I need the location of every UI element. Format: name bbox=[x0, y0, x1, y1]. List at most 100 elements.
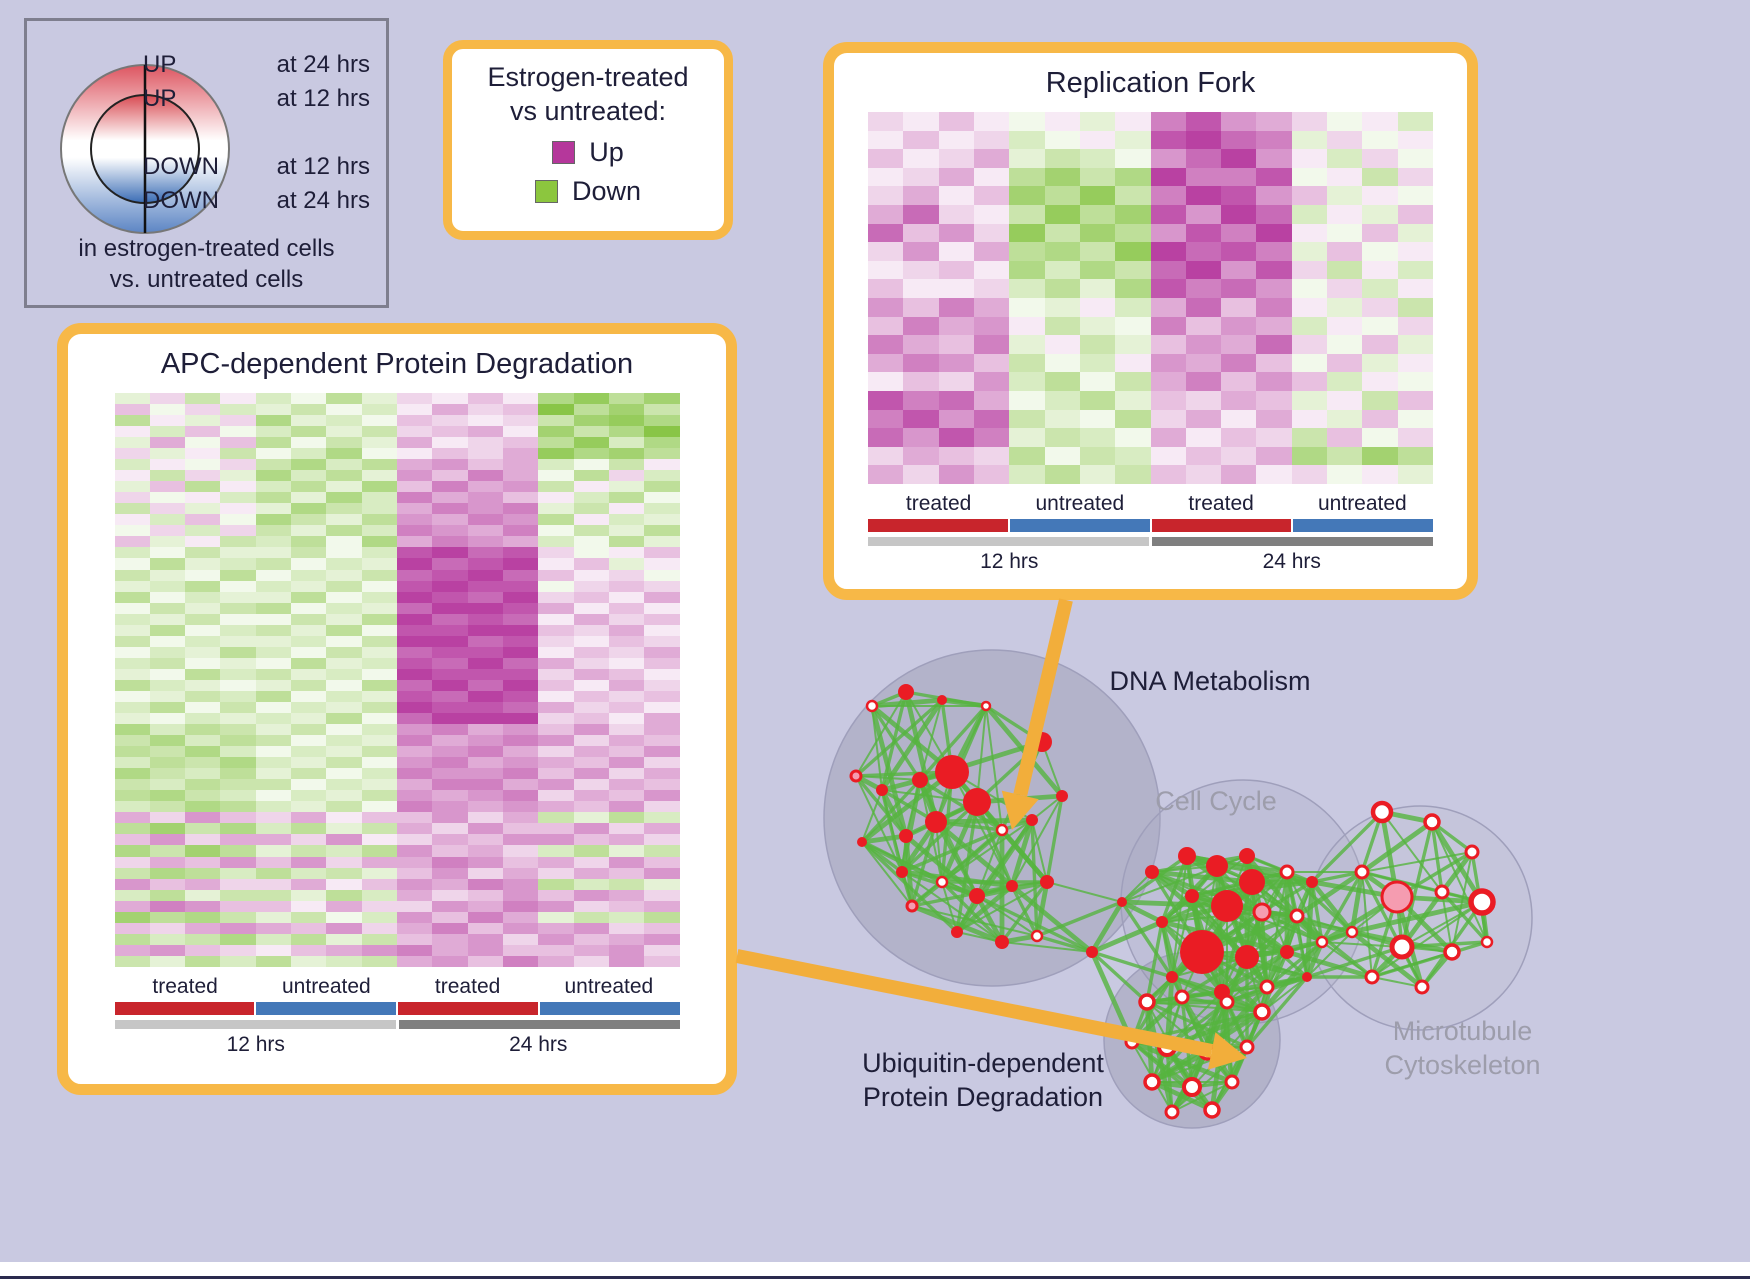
heatmap-cell bbox=[291, 911, 327, 923]
heatmap-cell bbox=[149, 470, 186, 482]
heatmap-cell bbox=[502, 878, 539, 890]
heatmap-cell bbox=[291, 790, 327, 802]
legend-item-up: Up bbox=[452, 137, 724, 168]
heatmap-cell bbox=[220, 933, 256, 945]
heatmap-cell bbox=[973, 465, 1010, 484]
heatmap-cell bbox=[361, 955, 397, 967]
heatmap-cell bbox=[361, 580, 397, 592]
network-node bbox=[1302, 972, 1312, 982]
heatmap-cell bbox=[608, 790, 645, 802]
rf-group-treated-12: treated bbox=[905, 492, 972, 515]
heatmap-cell bbox=[149, 768, 186, 780]
heatmap-cell bbox=[255, 646, 292, 658]
heatmap-cell bbox=[573, 635, 609, 647]
network-edge bbox=[956, 931, 1003, 943]
network-edge bbox=[899, 779, 923, 873]
network-node bbox=[951, 926, 963, 938]
heatmap-cell bbox=[502, 547, 539, 559]
heatmap-cell bbox=[326, 944, 362, 956]
heatmap-cell bbox=[361, 812, 397, 824]
heatmap-cell bbox=[467, 404, 503, 416]
heatmap-cell bbox=[573, 955, 609, 967]
heatmap-cell bbox=[432, 613, 468, 625]
heatmap-cell bbox=[573, 790, 609, 802]
network-edge bbox=[1360, 820, 1434, 874]
heatmap-cell bbox=[868, 446, 904, 466]
heatmap-cell bbox=[361, 933, 397, 945]
heatmap-cell bbox=[255, 723, 292, 736]
heatmap-cell bbox=[1044, 372, 1080, 391]
heatmap-cell bbox=[608, 911, 645, 923]
network-node bbox=[905, 899, 919, 913]
heatmap-cell bbox=[1079, 297, 1116, 317]
heatmap-cell bbox=[185, 834, 221, 846]
heatmap-cell bbox=[538, 613, 574, 625]
heatmap-cell bbox=[432, 933, 468, 945]
heatmap-cell bbox=[538, 393, 574, 405]
network-edge bbox=[1351, 899, 1483, 935]
heatmap-cell bbox=[397, 779, 433, 791]
heatmap-cell bbox=[361, 459, 397, 471]
heatmap-cell bbox=[326, 955, 362, 967]
heatmap-cell bbox=[220, 723, 256, 736]
heatmap-cell bbox=[1362, 130, 1398, 150]
heatmap-cell bbox=[1362, 167, 1398, 187]
network-edge bbox=[911, 903, 1003, 945]
heatmap-cell bbox=[361, 624, 397, 636]
heatmap-cell bbox=[255, 679, 292, 691]
network-edge bbox=[1371, 976, 1423, 988]
heatmap-cell bbox=[1221, 372, 1257, 391]
heatmap-cell bbox=[538, 569, 574, 581]
heatmap-cell bbox=[397, 646, 433, 658]
network-node bbox=[1143, 1073, 1161, 1091]
heatmap-cell bbox=[1150, 372, 1186, 391]
network-edge bbox=[1295, 870, 1364, 918]
heatmap-cell bbox=[973, 297, 1010, 317]
heatmap-cell bbox=[220, 415, 256, 427]
heatmap-cell bbox=[538, 900, 574, 912]
apc-group-treated-12: treated bbox=[152, 975, 218, 998]
heatmap-cell bbox=[220, 779, 256, 791]
heatmap-cell bbox=[185, 404, 221, 416]
heatmap-cell bbox=[114, 757, 150, 769]
heatmap-cell bbox=[255, 481, 292, 493]
heatmap-cell bbox=[185, 723, 221, 736]
heatmap-cell bbox=[538, 867, 574, 879]
heatmap-cell bbox=[1185, 428, 1222, 447]
network-edge bbox=[1121, 854, 1188, 904]
heatmap-cell bbox=[255, 448, 292, 460]
heatmap-cell bbox=[1362, 112, 1398, 131]
heatmap-cell bbox=[326, 503, 362, 515]
heatmap-cell bbox=[1256, 279, 1292, 298]
down-label: Down bbox=[571, 175, 642, 206]
network-node bbox=[1086, 946, 1098, 958]
heatmap-cell bbox=[644, 668, 680, 680]
heatmap-cell bbox=[114, 415, 150, 427]
heatmap-cell bbox=[973, 204, 1010, 224]
heatmap-cell bbox=[397, 790, 433, 802]
heatmap-cell bbox=[608, 668, 645, 680]
heatmap-cell bbox=[644, 812, 680, 824]
heatmap-cell bbox=[1327, 297, 1363, 317]
heatmap-cell bbox=[149, 426, 186, 438]
heatmap-cell bbox=[432, 911, 468, 923]
heatmap-cell bbox=[644, 426, 680, 438]
heatmap-cell bbox=[1362, 316, 1398, 336]
heatmap-cell bbox=[291, 580, 327, 592]
network-edge bbox=[1000, 828, 1049, 884]
heatmap-cell bbox=[502, 933, 539, 945]
heatmap-cell bbox=[114, 525, 150, 537]
heatmap-cell bbox=[502, 779, 539, 791]
heatmap-cell bbox=[149, 536, 186, 548]
heatmap-cell bbox=[1115, 167, 1151, 187]
heatmap-cell bbox=[397, 679, 433, 691]
heatmap-cell bbox=[255, 735, 292, 747]
callout-arrow-head bbox=[1001, 790, 1039, 830]
heatmap-cell bbox=[255, 580, 292, 592]
network-edge bbox=[941, 819, 1033, 883]
heatmap-cell bbox=[903, 372, 939, 391]
heatmap-cell bbox=[502, 801, 539, 813]
heatmap-cell bbox=[326, 856, 362, 868]
heatmap-cell bbox=[326, 679, 362, 691]
heatmap-cell bbox=[291, 812, 327, 824]
